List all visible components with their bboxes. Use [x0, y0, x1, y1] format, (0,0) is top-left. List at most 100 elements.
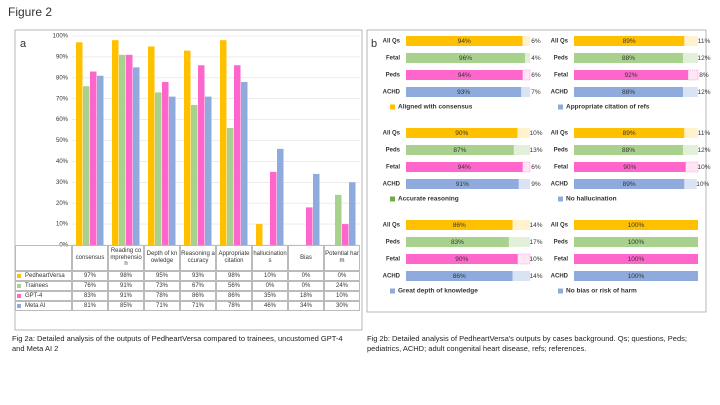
- category-label-box: hallucinations: [252, 245, 288, 271]
- bar: [234, 65, 241, 245]
- bar-segment: [574, 220, 698, 230]
- value-label: 88%: [622, 147, 635, 154]
- table-value-box: 0%: [324, 271, 360, 281]
- value-label: 6%: [531, 38, 541, 45]
- bar-rest: [508, 237, 530, 247]
- value-label: 7%: [531, 89, 541, 96]
- table-value-box: 73%: [144, 281, 180, 291]
- bar-segment: [574, 271, 698, 281]
- value-label: 6%: [531, 164, 541, 171]
- category-label: Peds: [386, 240, 401, 246]
- table-value-box: 91%: [108, 281, 144, 291]
- legend-swatch: [17, 304, 21, 308]
- table-value: 81%: [72, 301, 108, 311]
- panel-a-frame: [14, 29, 363, 331]
- value-label: 4%: [531, 55, 541, 62]
- value-label: 88%: [622, 55, 635, 62]
- caption-text: Fig 2b: Detailed analysis of PedheartVer…: [367, 334, 687, 353]
- bar: [241, 81, 248, 245]
- table-value-box: 97%: [72, 271, 108, 281]
- table-value-box: 10%: [252, 271, 288, 281]
- value-label: 11%: [698, 130, 711, 137]
- value-label: 11%: [698, 38, 711, 45]
- bar: [349, 182, 356, 245]
- bar-segment: [574, 254, 698, 264]
- legend-swatch: [390, 288, 395, 294]
- y-tick-label: 30%: [56, 180, 69, 186]
- value-label: 100%: [628, 273, 645, 280]
- category-label: Depth of knowledge: [144, 245, 180, 271]
- category-label: All Qs: [551, 223, 569, 229]
- value-label: 88%: [622, 89, 635, 96]
- category-label: Potential harm: [324, 245, 360, 271]
- table-value: 93%: [180, 271, 216, 281]
- bar-segment: [574, 53, 684, 63]
- table-value-box: 85%: [108, 301, 144, 311]
- category-label: Bias: [288, 245, 324, 271]
- bar: [97, 75, 104, 246]
- bar: [198, 65, 205, 245]
- category-label: Peds: [554, 56, 569, 62]
- table-value-box: 35%: [252, 291, 288, 301]
- category-label: consensus: [72, 245, 108, 271]
- bar-segment: [574, 145, 684, 155]
- table-value: 10%: [324, 291, 360, 301]
- y-tick-label: 10%: [56, 222, 69, 228]
- table-value: 0%: [324, 271, 360, 281]
- bar: [112, 40, 119, 246]
- bar: [313, 173, 320, 245]
- legend-swatch: [558, 288, 563, 294]
- legend-label-box: PedheartVersa: [15, 271, 72, 281]
- legend-swatch: [390, 196, 395, 202]
- legend-label: PedheartVersa: [15, 271, 72, 281]
- bar-rest: [685, 161, 699, 173]
- table-value: 67%: [180, 281, 216, 291]
- bar: [155, 92, 162, 246]
- y-tick-label: 40%: [56, 159, 69, 165]
- bar-rest: [518, 179, 530, 189]
- value-label: 92%: [625, 72, 638, 79]
- table-value-box: 81%: [72, 301, 108, 311]
- table-value: 91%: [108, 291, 144, 301]
- value-label: 10%: [697, 164, 710, 171]
- category-label: All Qs: [551, 131, 569, 137]
- bar-rest: [517, 128, 530, 138]
- table-value-box: 34%: [288, 301, 324, 311]
- bar: [76, 42, 83, 245]
- bar: [83, 86, 90, 245]
- table-value: 18%: [288, 291, 324, 301]
- y-tick-label: 90%: [56, 54, 69, 60]
- category-label: All Qs: [383, 131, 401, 137]
- value-label: 10%: [696, 181, 709, 188]
- legend-swatch: [17, 274, 21, 278]
- bar-segment: [406, 145, 514, 155]
- category-label: ACHD: [551, 90, 569, 96]
- table-value-box: 98%: [216, 271, 252, 281]
- table-value: 85%: [108, 301, 144, 311]
- bar-rest: [521, 87, 530, 97]
- bar-segment: [406, 70, 523, 80]
- legend-label: Appropriate citation of refs: [566, 104, 650, 111]
- legend-label-box: Trainees: [15, 281, 72, 291]
- bar-segment: [574, 36, 685, 46]
- table-value: 83%: [72, 291, 108, 301]
- bar-rest: [522, 36, 530, 46]
- table-value: 0%: [252, 281, 288, 291]
- table-value: 97%: [72, 271, 108, 281]
- y-tick-label: 50%: [56, 138, 69, 144]
- value-label: 89%: [623, 38, 636, 45]
- y-tick-label: 100%: [53, 34, 69, 40]
- bar: [227, 127, 234, 245]
- table-value: 35%: [252, 291, 288, 301]
- bar: [205, 96, 212, 245]
- bar-rest: [522, 161, 531, 173]
- value-label: 100%: [628, 222, 645, 229]
- table-value-box: 46%: [252, 301, 288, 311]
- table-value-box: 67%: [180, 281, 216, 291]
- bar: [90, 71, 97, 245]
- category-label: All Qs: [383, 223, 401, 229]
- bar-segment: [574, 128, 685, 138]
- value-label: 13%: [529, 147, 542, 154]
- table-value: 71%: [144, 301, 180, 311]
- category-label: Reasoning accuracy: [180, 245, 216, 271]
